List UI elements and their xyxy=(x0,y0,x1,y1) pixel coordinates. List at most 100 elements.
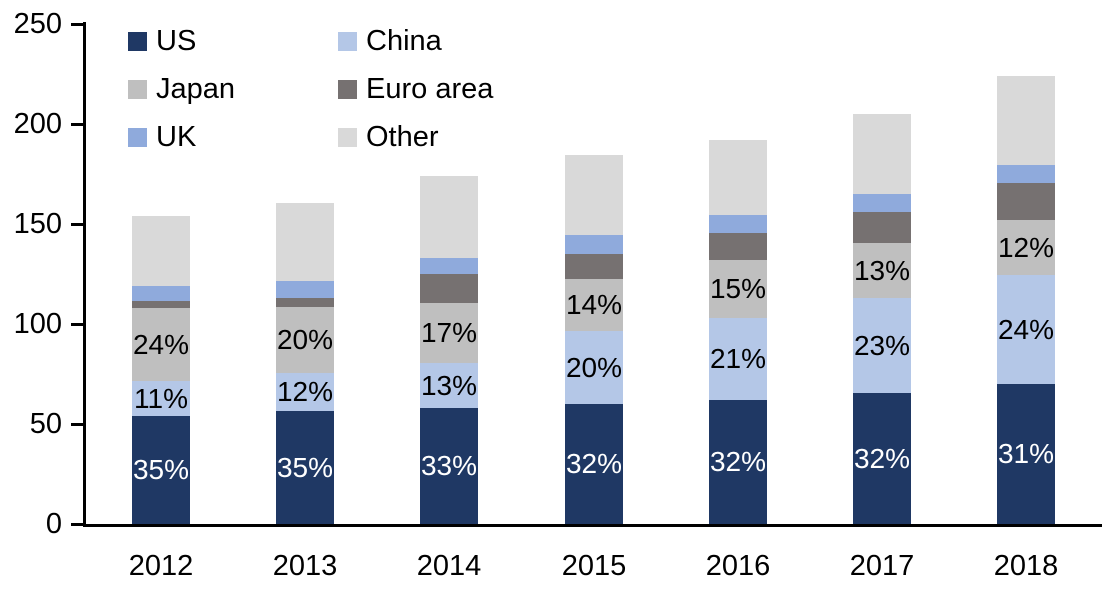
segment-label-us-2016: 32% xyxy=(709,446,767,477)
segment-china-2018: 24% xyxy=(997,275,1055,384)
legend-item-china: China xyxy=(338,24,493,58)
legend-label: Japan xyxy=(156,72,236,105)
y-axis-tick-label: 250 xyxy=(13,8,62,40)
segment-label-us-2013: 35% xyxy=(276,451,334,483)
segment-uk-2013 xyxy=(276,281,334,298)
segment-label-japan-2016: 15% xyxy=(709,273,767,304)
legend-item-uk: UK xyxy=(128,120,338,154)
segment-label-japan-2018: 12% xyxy=(997,231,1055,263)
y-axis-tick-label: 50 xyxy=(29,408,62,440)
segment-us-2018: 31% xyxy=(997,384,1055,524)
segment-japan-2014: 17% xyxy=(420,303,478,363)
segment-label-japan-2015: 14% xyxy=(565,289,623,320)
segment-china-2015: 20% xyxy=(565,331,623,404)
legend: US China Japan Euro area UK Other xyxy=(128,24,493,154)
segment-other-2018 xyxy=(997,76,1055,165)
segment-china-2014: 13% xyxy=(420,363,478,408)
segment-us-2012: 35% xyxy=(132,416,190,524)
y-axis-tick-100 xyxy=(71,323,84,326)
bar-2012: 35% 11% 24% xyxy=(132,216,190,524)
legend-item-japan: Japan xyxy=(128,72,338,106)
y-axis-line xyxy=(83,22,86,527)
segment-other-2014 xyxy=(420,176,478,258)
segment-china-2017: 23% xyxy=(853,298,911,393)
y-axis-tick-250 xyxy=(71,23,84,26)
segment-us-2017: 32% xyxy=(853,393,911,524)
segment-label-china-2017: 23% xyxy=(853,329,911,361)
segment-label-china-2013: 12% xyxy=(276,376,334,407)
legend-swatch-icon xyxy=(128,127,147,147)
segment-euro-area-2015 xyxy=(565,254,623,279)
segment-uk-2018 xyxy=(997,165,1055,183)
segment-japan-2016: 15% xyxy=(709,260,767,318)
segment-us-2015: 32% xyxy=(565,404,623,524)
segment-uk-2017 xyxy=(853,194,911,212)
legend-label: China xyxy=(366,24,442,57)
x-axis-label-2016: 2016 xyxy=(705,550,771,582)
segment-japan-2013: 20% xyxy=(276,307,334,373)
legend-label: Euro area xyxy=(366,72,494,105)
segment-japan-2015: 14% xyxy=(565,279,623,331)
x-axis-label-2014: 2014 xyxy=(416,550,482,582)
y-axis-tick-label: 100 xyxy=(13,308,62,340)
x-axis-label-2012: 2012 xyxy=(128,550,194,582)
bar-2017: 32% 23% 13% xyxy=(853,114,911,524)
segment-label-us-2017: 32% xyxy=(853,442,911,474)
x-axis-line xyxy=(83,524,1102,527)
legend-label: Other xyxy=(366,120,439,153)
bar-2014: 33% 13% 17% xyxy=(420,176,478,524)
segment-euro-area-2013 xyxy=(276,298,334,307)
y-axis-tick-150 xyxy=(71,223,84,226)
y-axis-tick-200 xyxy=(71,123,84,126)
bar-2013: 35% 12% 20% xyxy=(276,203,334,524)
segment-euro-area-2012 xyxy=(132,301,190,308)
segment-uk-2012 xyxy=(132,286,190,301)
segment-label-china-2012: 11% xyxy=(134,382,188,414)
segment-label-japan-2017: 13% xyxy=(853,254,911,286)
legend-swatch-icon xyxy=(338,79,357,99)
x-axis-label-2015: 2015 xyxy=(561,550,627,582)
segment-us-2013: 35% xyxy=(276,411,334,524)
segment-china-2012: 11% xyxy=(132,381,190,416)
legend-swatch-icon xyxy=(338,31,357,51)
segment-other-2013 xyxy=(276,203,334,281)
y-axis-tick-label: 150 xyxy=(13,208,62,240)
segment-china-2016: 21% xyxy=(709,318,767,400)
segment-other-2016 xyxy=(709,140,767,215)
segment-label-japan-2012: 24% xyxy=(132,328,190,360)
segment-japan-2012: 24% xyxy=(132,308,190,381)
segment-uk-2014 xyxy=(420,258,478,274)
y-axis-tick-50 xyxy=(71,423,84,426)
segment-euro-area-2018 xyxy=(997,183,1055,220)
legend-label: US xyxy=(156,24,197,57)
segment-label-china-2016: 21% xyxy=(709,343,767,374)
legend-label: UK xyxy=(156,120,197,153)
segment-label-china-2014: 13% xyxy=(420,369,478,401)
segment-label-japan-2013: 20% xyxy=(276,324,334,355)
segment-japan-2018: 12% xyxy=(997,220,1055,275)
y-axis-tick-label: 0 xyxy=(45,508,62,540)
segment-label-us-2012: 35% xyxy=(132,454,190,485)
segment-euro-area-2014 xyxy=(420,274,478,303)
segment-us-2014: 33% xyxy=(420,408,478,524)
segment-label-china-2018: 24% xyxy=(997,313,1055,345)
legend-swatch-icon xyxy=(128,31,147,51)
legend-item-euro-area: Euro area xyxy=(338,72,493,106)
bar-2015: 32% 20% 14% xyxy=(565,155,623,524)
segment-uk-2016 xyxy=(709,215,767,233)
segment-label-us-2018: 31% xyxy=(997,438,1055,469)
segment-uk-2015 xyxy=(565,235,623,254)
legend-swatch-icon xyxy=(338,127,357,147)
segment-euro-area-2017 xyxy=(853,212,911,243)
legend-swatch-icon xyxy=(128,79,147,99)
x-axis-label-2018: 2018 xyxy=(993,550,1059,582)
x-axis-label-2013: 2013 xyxy=(272,550,338,582)
x-axis-label-2017: 2017 xyxy=(849,550,915,582)
segment-label-us-2015: 32% xyxy=(565,448,623,479)
segment-label-us-2014: 33% xyxy=(420,450,478,481)
segment-other-2012 xyxy=(132,216,190,286)
segment-japan-2017: 13% xyxy=(853,243,911,298)
bar-2016: 32% 21% 15% xyxy=(709,140,767,524)
y-axis-tick-0 xyxy=(71,523,84,526)
